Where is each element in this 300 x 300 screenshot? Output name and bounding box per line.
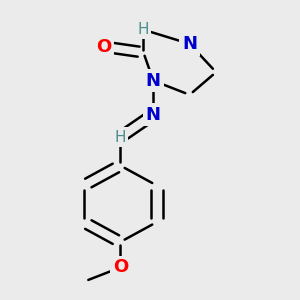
Text: N: N — [182, 35, 197, 53]
Text: N: N — [146, 106, 161, 124]
Text: H: H — [115, 130, 126, 145]
Text: O: O — [113, 259, 128, 277]
Text: N: N — [146, 72, 161, 90]
Text: O: O — [96, 38, 111, 56]
Text: H: H — [138, 22, 149, 37]
